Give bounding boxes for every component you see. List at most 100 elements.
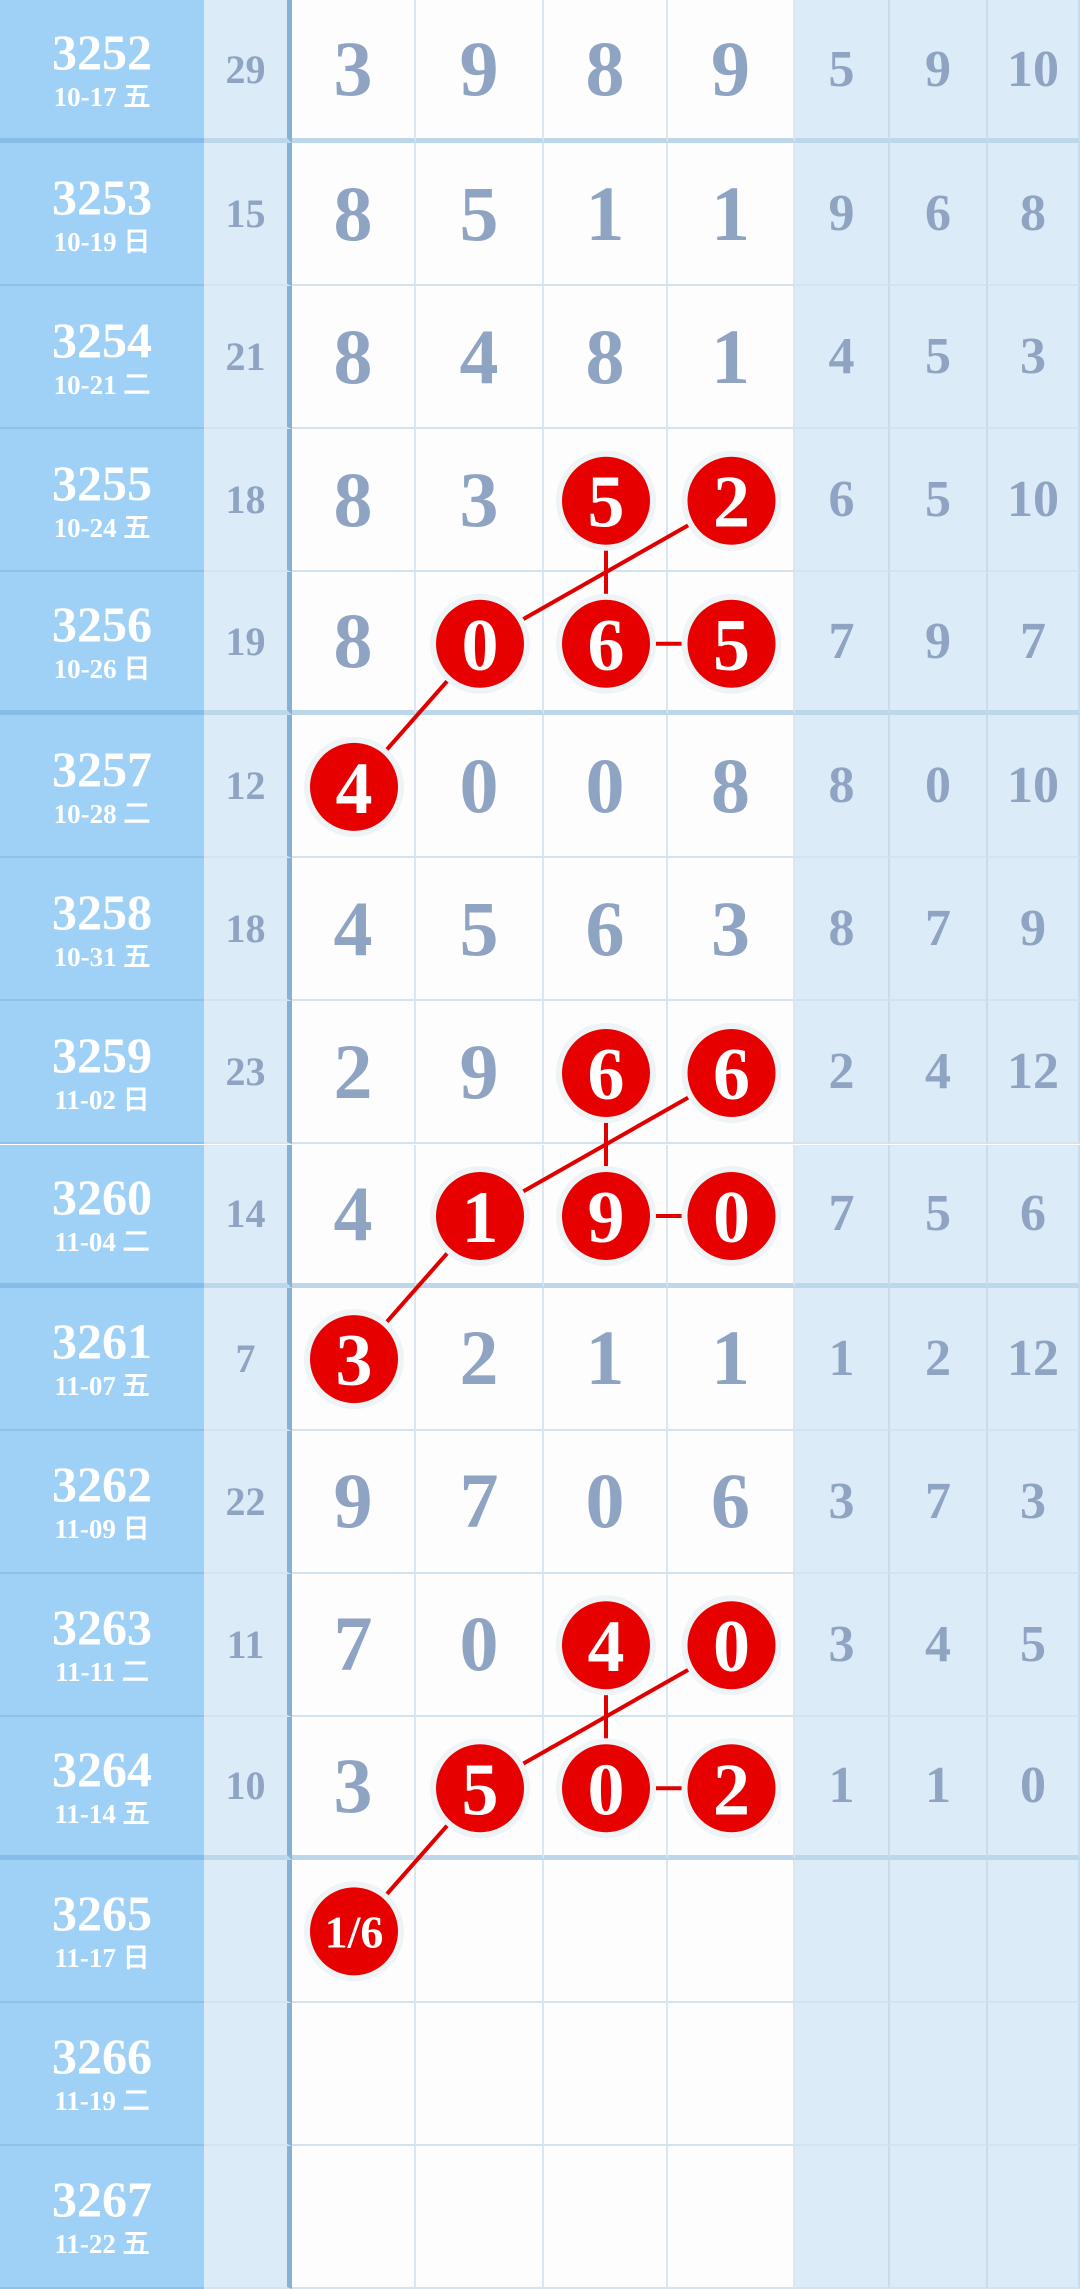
- extra-cell: 9: [988, 858, 1080, 1002]
- digit-cell: 1: [544, 143, 668, 287]
- sum-cell: [204, 2002, 292, 2146]
- extra-cell: 7: [890, 1430, 988, 1574]
- digit-cell: 0: [544, 715, 668, 859]
- svg-text:0: 0: [713, 1177, 750, 1259]
- table-row: 3252 10-17 五 29 3 9 8 9 5 9 10: [0, 0, 1080, 143]
- svg-text:1/6: 1/6: [325, 1906, 384, 1957]
- extra-cell: 1: [795, 1287, 890, 1431]
- extra-cell: 9: [890, 0, 988, 143]
- issue-date: 10-19 日: [53, 226, 151, 257]
- issue-number: 3263: [52, 1599, 152, 1656]
- extra-cell: 1: [795, 1716, 890, 1860]
- highlight-ball: 4: [304, 736, 404, 837]
- digit-cell: 7: [416, 1430, 544, 1574]
- extra-cell: 5: [890, 286, 988, 430]
- issue-cell: 3264 11-14 五: [0, 1716, 204, 1860]
- digit-cell: 9: [292, 1430, 416, 1574]
- issue-date: 10-17 五: [53, 82, 151, 112]
- extra-cell: 8: [795, 715, 890, 859]
- issue-number: 3256: [52, 596, 152, 653]
- digit-cell: 1: [544, 1287, 668, 1431]
- highlight-ball: 2: [681, 1738, 782, 1839]
- digit-cell: [416, 2002, 544, 2146]
- digit-cell: 8: [544, 0, 668, 143]
- svg-text:4: 4: [588, 1606, 625, 1688]
- extra-cell: 4: [795, 286, 890, 430]
- svg-text:4: 4: [336, 748, 373, 830]
- digit-cell: 9: [416, 1001, 544, 1145]
- sum-cell: 23: [204, 1001, 292, 1145]
- svg-text:0: 0: [588, 1749, 625, 1831]
- extra-cell: 4: [890, 1001, 988, 1145]
- digit-cell: [668, 1859, 795, 2003]
- digit-cell: 2: [292, 1001, 416, 1145]
- digit-cell: 6: [544, 858, 668, 1002]
- issue-date: 10-31 五: [53, 941, 151, 972]
- extra-cell: 7: [988, 572, 1080, 716]
- svg-text:9: 9: [588, 1177, 625, 1259]
- highlight-ball: 1: [430, 1166, 530, 1267]
- highlight-ball: 5: [430, 1738, 530, 1839]
- digit-cell: 9: [416, 0, 544, 143]
- extra-cell: [988, 1859, 1080, 2003]
- issue-date: 10-21 二: [53, 369, 151, 400]
- svg-text:5: 5: [588, 462, 625, 544]
- highlight-ball: 0: [556, 1738, 656, 1839]
- table-row: 3266 11-19 二: [0, 2002, 1080, 2146]
- digit-cell: 4: [292, 858, 416, 1002]
- table-row: 3255 10-24 五 18 8 3 6 5 10: [0, 429, 1080, 573]
- issue-date: 11-04 二: [54, 1226, 150, 1257]
- issue-date: 10-28 二: [53, 798, 151, 829]
- highlight-ball: 2: [681, 450, 782, 551]
- svg-text:3: 3: [336, 1320, 373, 1402]
- issue-number: 3260: [52, 1168, 152, 1225]
- extra-cell: 2: [890, 1287, 988, 1431]
- digit-cell: [544, 2002, 668, 2146]
- digit-cell: [668, 2002, 795, 2146]
- sum-cell: 29: [204, 0, 292, 143]
- highlight-ball: 3: [304, 1309, 404, 1410]
- digit-cell: 0: [416, 715, 544, 859]
- digit-cell: 0: [544, 1430, 668, 1574]
- issue-number: 3261: [52, 1313, 152, 1370]
- digit-cell: 3: [668, 858, 795, 1002]
- digit-cell: [416, 1859, 544, 2003]
- highlight-ball: 6: [681, 1022, 782, 1123]
- issue-number: 3264: [52, 1740, 152, 1797]
- sum-cell: [204, 2145, 292, 2289]
- issue-date: 11-11 二: [55, 1657, 149, 1688]
- svg-text:5: 5: [713, 605, 750, 687]
- extra-cell: 1: [890, 1716, 988, 1860]
- sum-cell: 22: [204, 1430, 292, 1574]
- extra-cell: 2: [795, 1001, 890, 1145]
- extra-cell: 8: [795, 858, 890, 1002]
- digit-cell: 8: [292, 286, 416, 430]
- table-row: 3253 10-19 日 15 8 5 1 1 9 6 8: [0, 143, 1080, 287]
- issue-date: 11-09 日: [54, 1514, 150, 1545]
- highlight-ball: 0: [681, 1595, 782, 1696]
- table-row: 3262 11-09 日 22 9 7 0 6 3 7 3: [0, 1430, 1080, 1574]
- digit-cell: [544, 2145, 668, 2289]
- issue-number: 3257: [52, 740, 152, 797]
- digit-cell: 1: [668, 143, 795, 287]
- extra-cell: 9: [795, 143, 890, 287]
- issue-number: 3262: [52, 1456, 152, 1513]
- issue-date: 10-24 五: [53, 512, 151, 543]
- svg-text:2: 2: [713, 462, 750, 544]
- issue-number: 3267: [52, 2171, 152, 2228]
- digit-cell: 8: [292, 572, 416, 716]
- extra-cell: 6: [890, 143, 988, 287]
- extra-cell: 12: [988, 1287, 1080, 1431]
- issue-date: 11-22 五: [54, 2229, 150, 2260]
- svg-text:6: 6: [588, 1034, 625, 1116]
- issue-cell: 3266 11-19 二: [0, 2002, 204, 2146]
- issue-cell: 3263 11-11 二: [0, 1573, 204, 1717]
- extra-cell: 10: [988, 0, 1080, 143]
- issue-number: 3265: [52, 1885, 152, 1942]
- highlight-ball: 5: [681, 593, 782, 694]
- issue-date: 11-07 五: [54, 1371, 150, 1402]
- extra-cell: [890, 1859, 988, 2003]
- issue-number: 3253: [52, 168, 152, 225]
- extra-cell: 0: [988, 1716, 1080, 1860]
